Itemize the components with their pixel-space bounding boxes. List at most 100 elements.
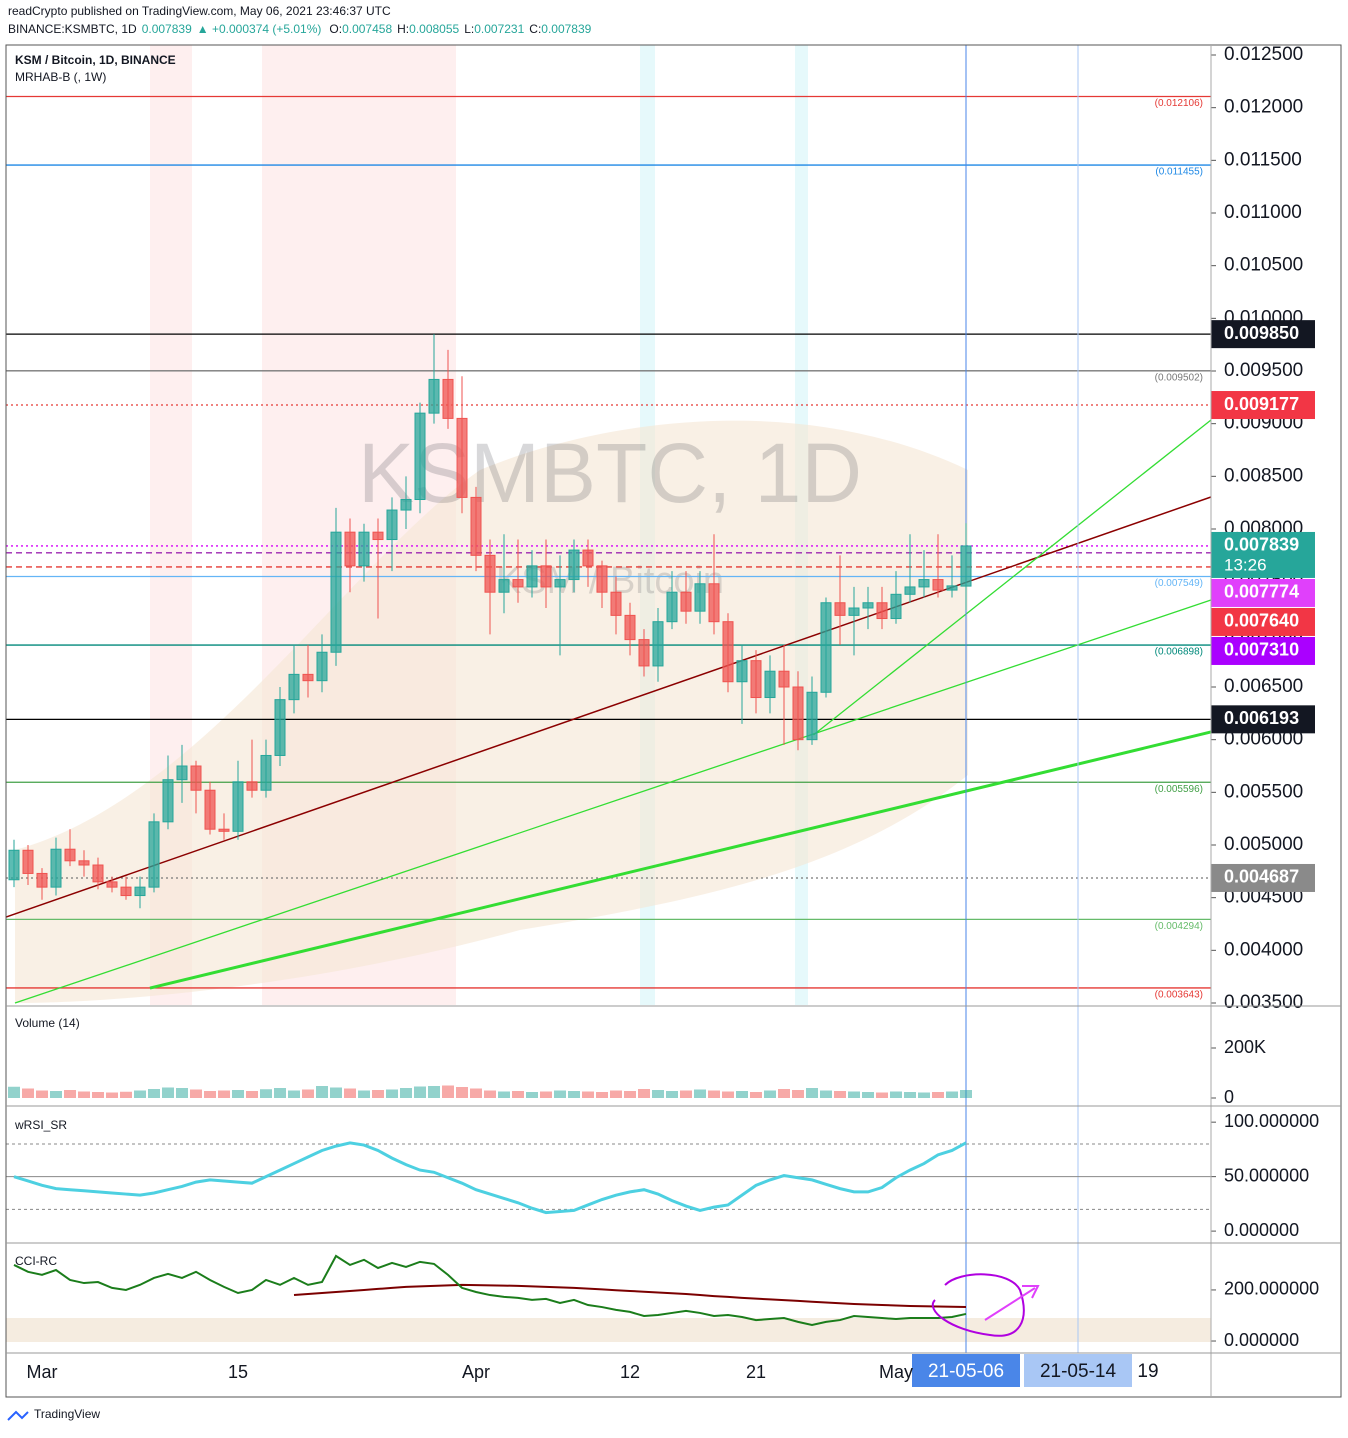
level-label: (0.003643) — [1155, 990, 1203, 1001]
price-tag — [1211, 320, 1315, 349]
candle-body — [876, 602, 888, 620]
candle-body — [8, 849, 20, 881]
volume-bar — [106, 1092, 118, 1098]
candle-body — [106, 881, 118, 888]
candle-body — [386, 509, 398, 541]
candle-body — [358, 531, 370, 567]
level-label: (0.005596) — [1155, 784, 1203, 795]
cci-band — [6, 1318, 1211, 1342]
candle-body — [848, 607, 860, 616]
volume-bar — [246, 1091, 258, 1098]
ohlc-value: 0.007839 — [541, 22, 591, 36]
candle-body — [680, 591, 692, 612]
legend-item: KSM / Bitcoin, 1D, BINANCE — [15, 53, 176, 67]
y-tick-label: 0.009500 — [1224, 360, 1303, 381]
price-tag-label: 0.007310 — [1224, 640, 1299, 660]
candle-body — [512, 579, 524, 588]
candle-body — [414, 412, 426, 501]
candle-body — [50, 848, 62, 888]
candle-body — [946, 585, 958, 591]
volume-bar — [750, 1092, 762, 1098]
volume-bar — [680, 1090, 692, 1098]
volume-bar — [22, 1088, 34, 1098]
volume-bar — [344, 1088, 356, 1098]
legend-item: MRHAB-B (, 1W) — [15, 70, 106, 84]
ohlc-key: L: — [464, 22, 474, 36]
candle-body — [22, 849, 34, 874]
volume-bar — [50, 1091, 62, 1098]
y-tick-label: 0.006000 — [1224, 729, 1303, 750]
candle-body — [820, 602, 832, 693]
candle-body — [806, 691, 818, 741]
volume-bar — [708, 1090, 720, 1098]
candle-body — [792, 686, 804, 741]
ohlc-key: H: — [397, 22, 409, 36]
volume-bar — [8, 1086, 20, 1098]
date-tag — [1024, 1354, 1132, 1387]
candle-body — [540, 565, 552, 588]
candle-body — [498, 579, 510, 593]
y-tick-label: 0.008500 — [1224, 465, 1303, 486]
volume-bar — [78, 1091, 90, 1098]
volume-bar — [400, 1088, 412, 1098]
ohlc-value: 0.007458 — [342, 22, 392, 36]
y-tick-label: 0.005500 — [1224, 781, 1303, 802]
level-label: (0.012106) — [1155, 98, 1203, 109]
volume-bar — [862, 1092, 874, 1098]
candle-body — [582, 549, 594, 567]
candle-body — [764, 670, 776, 699]
candle-body — [330, 531, 342, 653]
candle-body — [708, 583, 720, 623]
y-tick-label: 0.005000 — [1224, 834, 1303, 855]
candle-body — [288, 673, 300, 701]
x-tick-label: 12 — [620, 1362, 640, 1382]
volume-bar — [596, 1092, 608, 1098]
y-tick-label: 0.011500 — [1224, 149, 1302, 170]
volume-bar — [134, 1090, 146, 1098]
countdown: 13:26 — [1224, 555, 1267, 574]
candle-body — [176, 765, 188, 781]
volume-bar — [470, 1088, 482, 1098]
volume-bar — [456, 1087, 468, 1098]
level-label: (0.009502) — [1155, 372, 1203, 383]
volume-bar — [568, 1091, 580, 1098]
price-tag-label: 0.007774 — [1224, 582, 1299, 602]
volume-bar — [288, 1090, 300, 1098]
candle-body — [78, 860, 90, 866]
candle-body — [92, 864, 104, 883]
annotation-circle — [932, 1273, 1025, 1337]
candle-body — [274, 699, 286, 756]
pane-title: CCI-RC — [15, 1254, 57, 1268]
volume-bar — [778, 1089, 790, 1098]
y-tick-label: 0.012500 — [1224, 44, 1303, 65]
level-label: (0.004294) — [1155, 921, 1203, 932]
candle-body — [554, 579, 566, 588]
ohlc-value: 0.007231 — [474, 22, 524, 36]
volume-bar — [190, 1089, 202, 1098]
trend-line — [5, 496, 1212, 918]
volume-bar — [820, 1090, 832, 1098]
candle-body — [904, 586, 916, 595]
symbol-line: BINANCE:KSMBTC, 1D 0.007839 ▲ +0.000374 (+… — [8, 22, 592, 36]
price-tag — [1211, 391, 1315, 420]
price-tag — [1211, 607, 1315, 636]
volume-bar — [218, 1090, 230, 1098]
y-tick-label: 50.000000 — [1224, 1165, 1309, 1185]
volume-bar — [512, 1091, 524, 1098]
cci-line — [293, 1283, 967, 1309]
volume-bar — [890, 1091, 902, 1098]
volume-bar — [316, 1086, 328, 1098]
volume-bar — [330, 1087, 342, 1098]
date-tag — [912, 1354, 1020, 1387]
candle-body — [316, 651, 328, 682]
x-tick-label: 15 — [228, 1362, 248, 1382]
candle-body — [862, 602, 874, 609]
candle-body — [652, 621, 664, 667]
volume-bar — [876, 1092, 888, 1098]
y-tick-label: 0.012000 — [1224, 97, 1303, 118]
candle-body — [232, 781, 244, 832]
y-tick-label: 200.000000 — [1224, 1279, 1319, 1299]
y-tick-label: 200K — [1224, 1037, 1266, 1057]
watermark: KSMBTC, 1D — [358, 426, 862, 520]
annotation-arrow — [984, 1285, 1040, 1321]
